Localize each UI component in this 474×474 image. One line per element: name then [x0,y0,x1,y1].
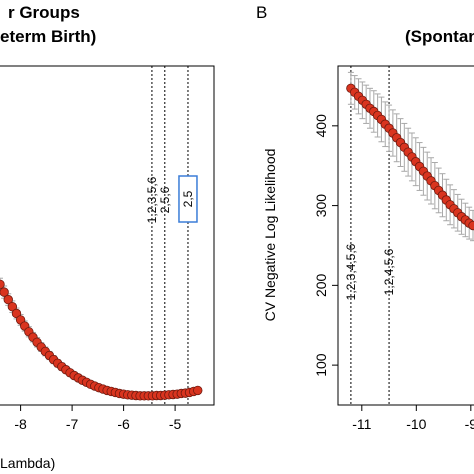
x-tick-label: -8 [14,416,27,432]
panel-b-letter: B [256,3,267,22]
data-point [3,294,13,305]
panel-b-y-axis-label: CV Negative Log Likelihood [262,149,278,322]
data-point [7,301,18,312]
panel-b-data-points [346,71,474,242]
data-point [468,220,474,231]
data-point [0,287,9,297]
panel-a-data-points [0,277,203,401]
panel-a: r Groups eterm Birth) -8 -7 -6 -5 1,2,3,5,6… [0,3,215,471]
y-tick-label: 300 [313,194,329,218]
panel-b-axes: -11 -10 -9 100 200 300 400 [313,114,474,432]
panel-b-title-line-1: (Spontan [405,27,474,46]
panel-a-plot-frame [0,65,215,406]
panel-a-title-line-1: r Groups [8,3,80,22]
panel-a-x-axis-label: Lambda) [0,455,55,471]
data-point [0,279,5,290]
highlight-box [178,175,198,223]
x-tick-label: -7 [66,416,79,432]
panel-a-x-axis: -8 -7 -6 -5 [14,405,182,432]
reference-line-label: 2,5,6 [158,186,172,213]
panel-a-title-line-2: eterm Birth) [0,27,96,46]
panel-b-plot-frame [337,65,474,406]
y-tick-label: 200 [313,273,329,297]
panel-a-reference-lines: 1,2,3,5,62,5,6 2,5 [145,66,198,405]
reference-line-label: 1,2,4,5,6 [382,248,396,295]
x-tick-label: -11 [352,416,371,432]
y-tick-label: 100 [313,353,329,377]
panel-b: B (Spontan -11 -10 -9 100 200 300 400 1,2,3,4,… [256,3,474,432]
y-tick-label: 400 [313,114,329,138]
x-tick-label: -6 [117,416,130,432]
reference-line-label: 1,2,3,4,5,6 [344,243,358,300]
data-point [193,385,203,396]
x-tick-label: -5 [169,416,182,432]
x-tick-label: -10 [406,416,426,432]
reference-line-label: 2,5 [181,190,195,207]
reference-line-label: 1,2,3,5,6 [145,176,159,223]
x-tick-label: -9 [465,416,474,432]
